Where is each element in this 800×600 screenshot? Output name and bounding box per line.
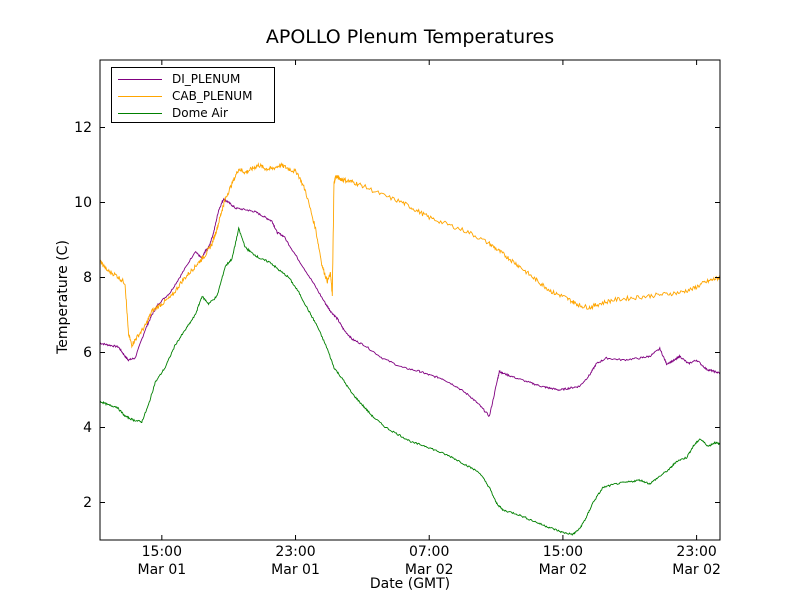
y-tick-label: 2: [83, 494, 92, 511]
x-tick-date: Mar 02: [538, 562, 588, 578]
series-line-di-plenum: [100, 197, 721, 417]
y-tick-label: 4: [83, 419, 92, 436]
legend-swatch-dome-air: [118, 112, 162, 114]
x-tick-date: Mar 01: [271, 562, 320, 578]
series-line-cab-plenum: [99, 162, 721, 349]
legend-item-di-plenum: DI_PLENUM: [118, 71, 240, 87]
x-axis-label: Date (GMT): [369, 576, 451, 592]
legend-swatch-cab-plenum: [118, 95, 162, 97]
x-tick-label: 15:00 Mar 02: [523, 543, 603, 579]
x-tick-date: Mar 02: [404, 562, 454, 578]
legend-label-dome-air: Dome Air: [172, 106, 228, 120]
x-tick-label: 07:00 Mar 02: [389, 543, 469, 579]
y-axis-label: Temperature (C): [55, 240, 71, 354]
series-line-dome-air: [99, 226, 721, 536]
y-tick-label: 8: [83, 269, 92, 286]
x-tick-time: 23:00: [275, 544, 316, 560]
x-tick-time: 23:00: [676, 544, 717, 560]
x-tick-date: Mar 02: [672, 562, 721, 578]
plot-frame: [99, 59, 721, 541]
x-tick-label: 15:00 Mar 01: [122, 543, 202, 579]
y-tick-label: 12: [74, 119, 92, 136]
y-tick-label: 10: [74, 194, 92, 211]
x-tick-label: 23:00 Mar 02: [657, 543, 737, 579]
x-tick-label: 23:00 Mar 01: [256, 543, 336, 579]
legend-item-cab-plenum: CAB_PLENUM: [118, 88, 252, 104]
x-tick-time: 07:00: [409, 544, 450, 560]
x-tick-date: Mar 01: [137, 562, 187, 578]
chart-title: APOLLO Plenum Temperatures: [265, 26, 555, 48]
legend-swatch-di-plenum: [118, 78, 162, 80]
legend-label-di-plenum: DI_PLENUM: [172, 72, 241, 86]
x-tick-time: 15:00: [141, 544, 182, 560]
y-tick-label: 6: [83, 344, 92, 361]
legend: DI_PLENUM CAB_PLENUM Dome Air: [111, 67, 275, 123]
x-tick-time: 15:00: [542, 544, 584, 560]
legend-item-dome-air: Dome Air: [118, 105, 228, 121]
legend-label-cab-plenum: CAB_PLENUM: [172, 89, 253, 103]
